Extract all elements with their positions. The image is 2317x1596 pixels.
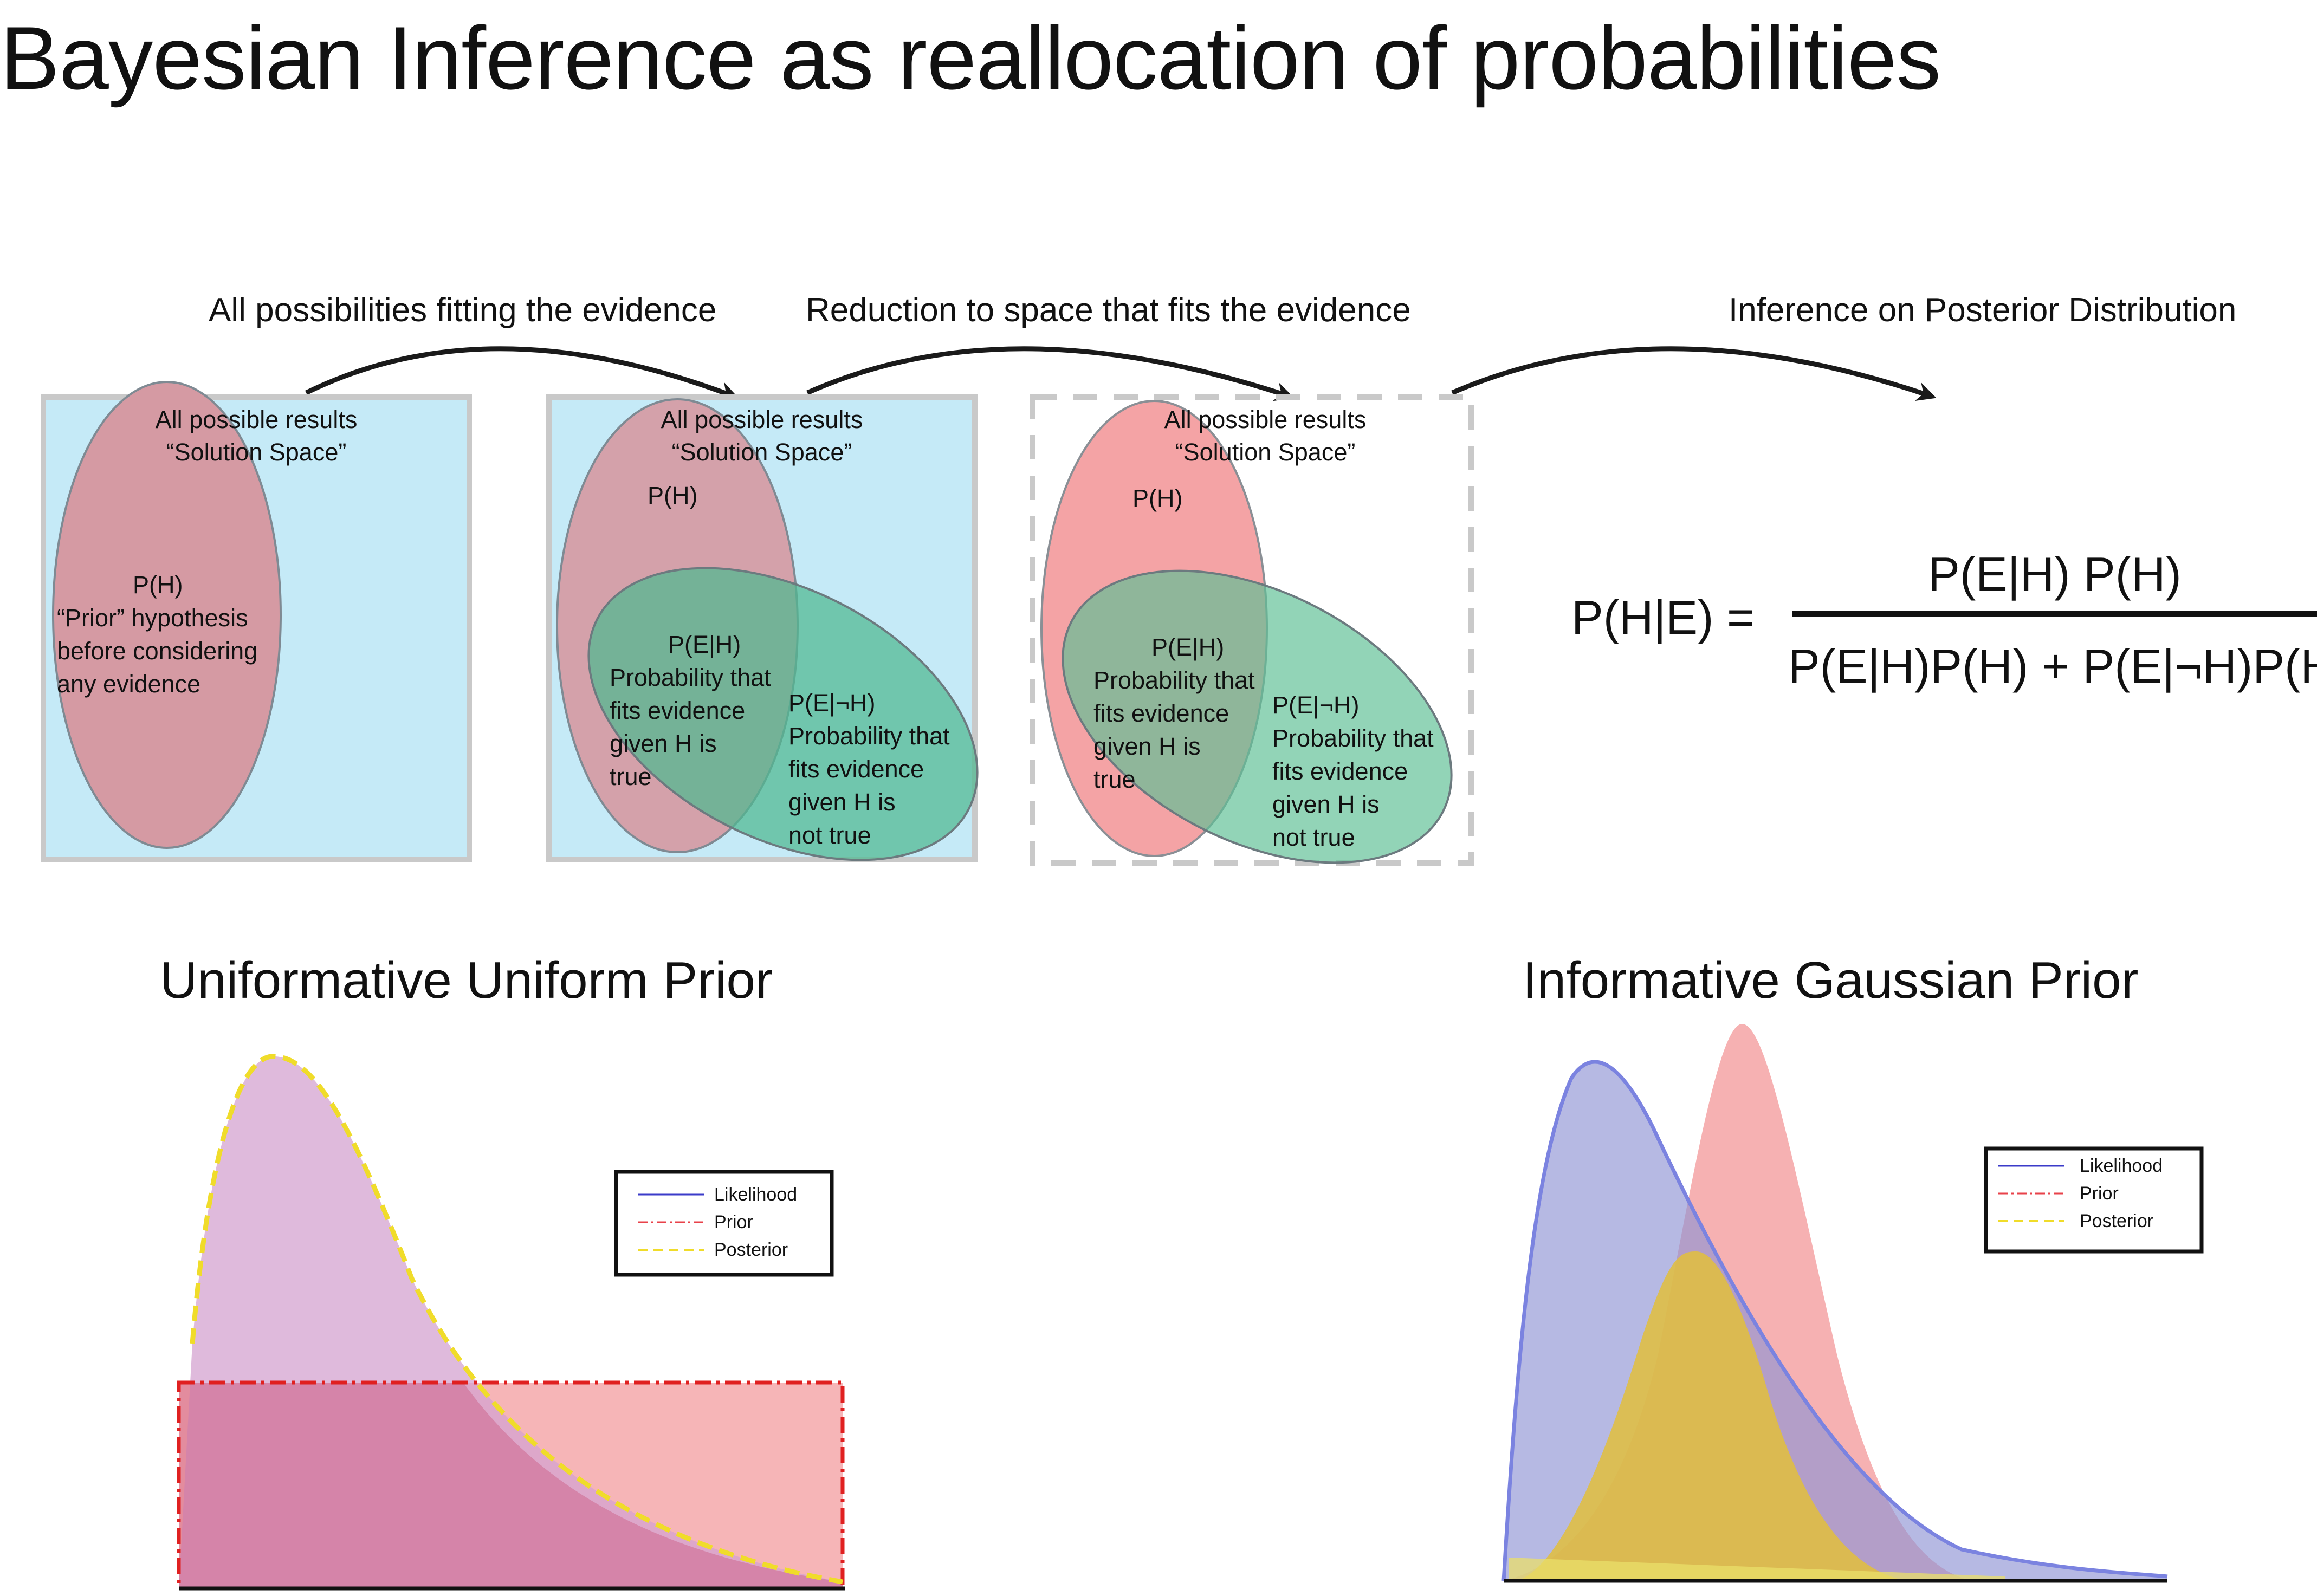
panel1-prior-text: “Prior” hypothesis before considering an… bbox=[57, 601, 257, 700]
legend-box bbox=[614, 1170, 834, 1277]
evidence-ellipse bbox=[587, 567, 979, 861]
enh-text-line: Probability that bbox=[788, 722, 950, 750]
eh-text-line: Probability that bbox=[1093, 666, 1255, 694]
arrow-step-2 bbox=[806, 346, 1295, 401]
panel2-header-line1: All possible results bbox=[661, 406, 863, 433]
enh-text-line: given H is bbox=[1272, 790, 1380, 818]
panel1-prior-label: P(H) bbox=[133, 571, 183, 599]
eh-text-line: fits evidence bbox=[1093, 699, 1229, 727]
panel2-enh-text: Probability that fits evidence given H i… bbox=[788, 719, 950, 852]
formula-lhs: P(H|E) = bbox=[1571, 591, 1755, 644]
panel-prior bbox=[41, 381, 472, 862]
eh-text-line: given H is bbox=[610, 730, 717, 757]
posterior-tail-fill bbox=[1509, 1558, 2005, 1581]
panel1-header-line2: “Solution Space” bbox=[166, 438, 347, 466]
legend-gaussian: Likelihood Prior Posterior bbox=[2080, 1152, 2163, 1235]
plot-uniform bbox=[177, 1054, 845, 1591]
panel3-eh-label: P(E|H) bbox=[1151, 633, 1225, 661]
plot-title-uniform: Uniformative Uniform Prior bbox=[160, 951, 773, 1009]
plot-title-gaussian: Informative Gaussian Prior bbox=[1523, 951, 2139, 1009]
panel1-header: All possible results “Solution Space” bbox=[43, 404, 469, 469]
prior-text-line: before considering bbox=[57, 637, 258, 665]
panel2-header-line2: “Solution Space” bbox=[671, 438, 852, 466]
panel2-enh-label: P(E|¬H) bbox=[788, 689, 876, 717]
step-label-possibilities: All possibilities fitting the evidence bbox=[209, 291, 717, 329]
legend-label-likelihood: Likelihood bbox=[2080, 1156, 2163, 1176]
legend-label-likelihood: Likelihood bbox=[714, 1184, 798, 1205]
panel3-header: All possible results “Solution Space” bbox=[1032, 404, 1498, 469]
panel2-eh-text: Probability that fits evidence given H i… bbox=[610, 661, 771, 793]
prior-text-line: “Prior” hypothesis bbox=[57, 604, 248, 632]
panel2-prior-label: P(H) bbox=[648, 482, 698, 509]
panel3-eh-text: Probability that fits evidence given H i… bbox=[1093, 664, 1255, 796]
panel2-header: All possible results “Solution Space” bbox=[549, 404, 975, 469]
arrow-step-3 bbox=[1451, 346, 1937, 401]
panel1-header-line1: All possible results bbox=[155, 406, 358, 433]
panel3-header-line1: All possible results bbox=[1164, 406, 1367, 433]
enh-text-line: fits evidence bbox=[788, 755, 924, 783]
panel3-header-line2: “Solution Space” bbox=[1175, 438, 1356, 466]
overlap-fill bbox=[179, 1383, 843, 1588]
formula-denominator: P(E|H)P(H) + P(E|¬H)P(H) bbox=[1788, 639, 2317, 693]
arrow-step-1 bbox=[305, 346, 739, 401]
enh-text-line: given H is bbox=[788, 788, 896, 816]
formula-numerator: P(E|H) P(H) bbox=[1928, 547, 2182, 601]
enh-text-line: Probability that bbox=[1272, 724, 1434, 752]
eh-text-line: true bbox=[610, 763, 652, 790]
page-title: Bayesian Inference as reallocation of pr… bbox=[0, 8, 1941, 108]
panel3-enh-text: Probability that fits evidence given H i… bbox=[1272, 722, 1434, 854]
prior-ellipse bbox=[52, 381, 282, 849]
legend-uniform: Likelihood Prior Posterior bbox=[714, 1181, 797, 1264]
prior-uniform-outline bbox=[177, 1380, 845, 1591]
step-label-reduction: Reduction to space that fits the evidenc… bbox=[806, 291, 1411, 329]
panel-evidence bbox=[546, 394, 979, 862]
eh-text-line: true bbox=[1093, 765, 1136, 793]
legend-label-prior: Prior bbox=[2080, 1183, 2119, 1204]
panel2-eh-label: P(E|H) bbox=[668, 631, 741, 658]
likelihood-fill bbox=[179, 1056, 843, 1588]
legend-label-posterior: Posterior bbox=[2080, 1211, 2154, 1231]
enh-text-line: fits evidence bbox=[1272, 757, 1408, 785]
panel-reduction bbox=[1030, 394, 1474, 866]
legend-label-posterior: Posterior bbox=[714, 1240, 788, 1260]
eh-text-line: fits evidence bbox=[610, 697, 746, 724]
likelihood-curve bbox=[1501, 1060, 2168, 1581]
evidence-ellipse bbox=[1062, 569, 1453, 864]
panel3-prior-label: P(H) bbox=[1132, 484, 1183, 512]
solution-space-box-dashed bbox=[1030, 394, 1474, 866]
enh-text-line: not true bbox=[788, 821, 871, 849]
posterior-curve bbox=[190, 1054, 843, 1585]
eh-text-line: given H is bbox=[1093, 732, 1201, 760]
posterior-fill bbox=[1517, 1251, 1907, 1581]
plot-gaussian bbox=[1501, 1024, 2204, 1583]
legend-label-prior: Prior bbox=[714, 1212, 753, 1232]
prior-text-line: any evidence bbox=[57, 670, 201, 698]
enh-text-line: not true bbox=[1272, 823, 1355, 851]
panel3-enh-label: P(E|¬H) bbox=[1272, 691, 1360, 719]
step-label-inference: Inference on Posterior Distribution bbox=[1729, 291, 2237, 329]
eh-text-line: Probability that bbox=[610, 664, 771, 691]
